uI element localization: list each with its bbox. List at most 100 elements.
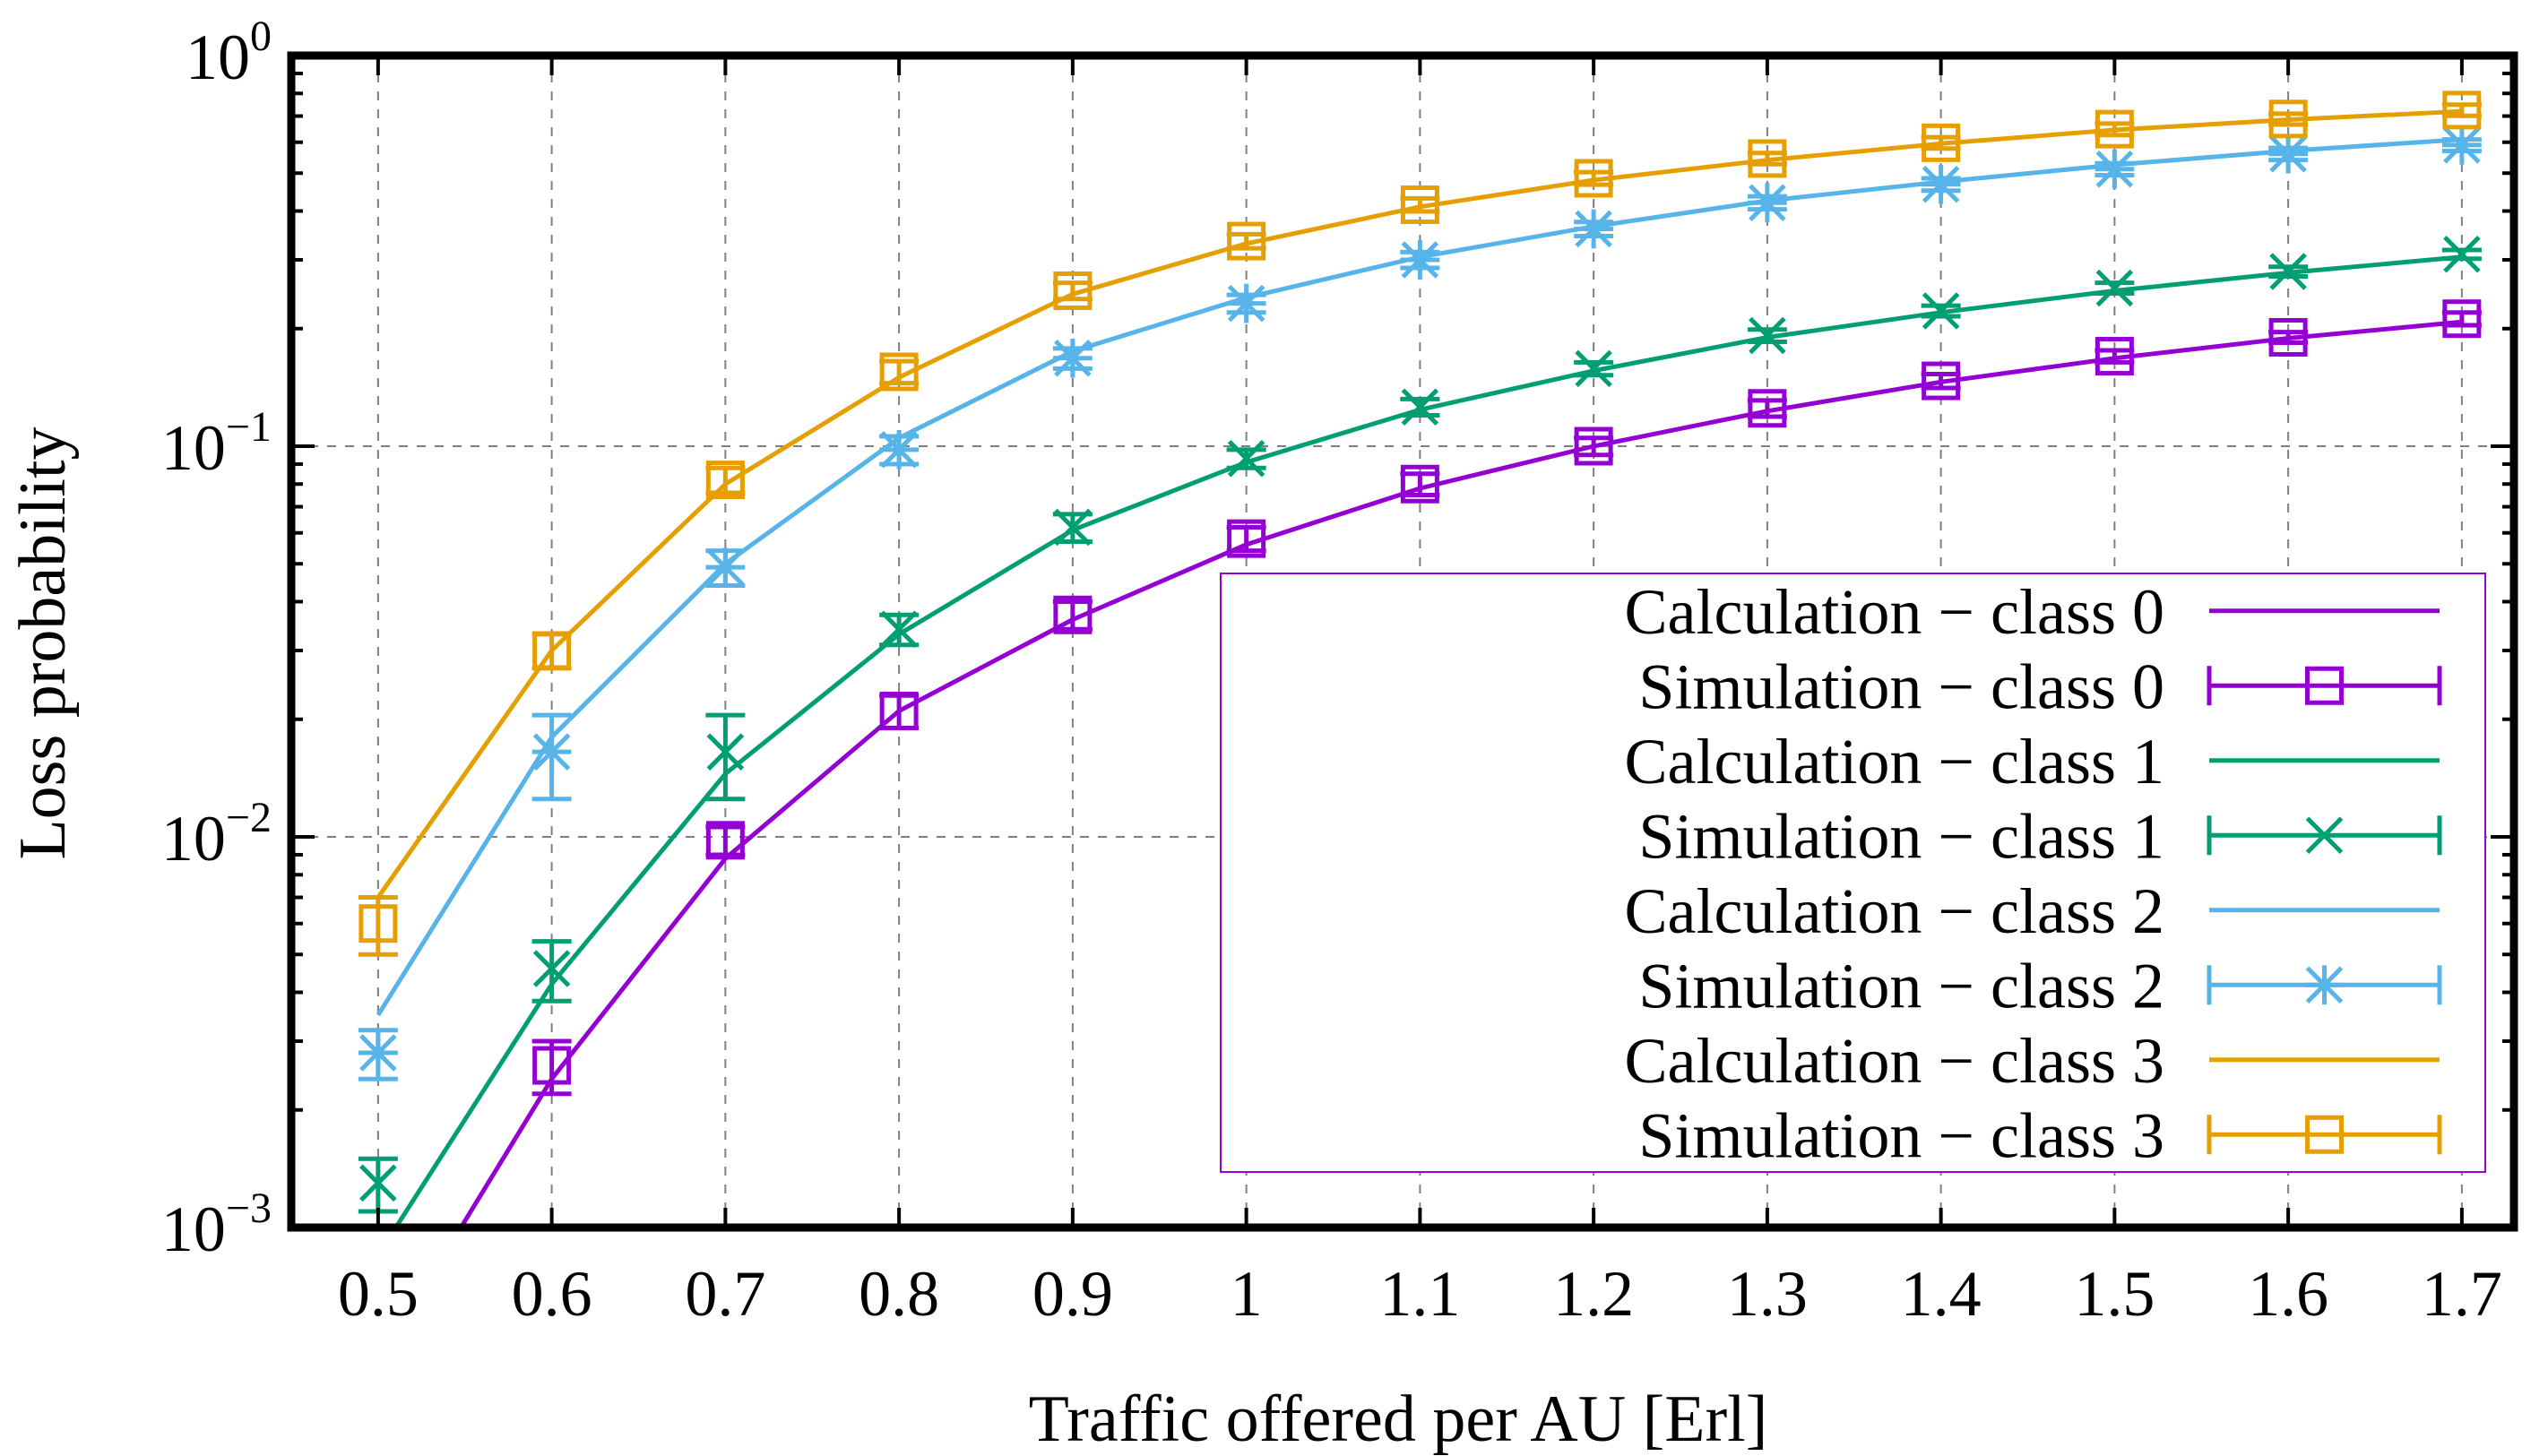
- y-tick-exponent: −1: [226, 403, 272, 451]
- x-tick-label: 1.2: [1553, 1258, 1634, 1330]
- error-bar: [705, 465, 746, 495]
- series-class-0-simulation: [531, 299, 2482, 1097]
- x-marker-stroke: [706, 733, 745, 771]
- square-marker-shape: [1922, 361, 1961, 401]
- square-marker-shape: [879, 692, 919, 731]
- x-marker: [1922, 292, 1960, 330]
- error-bar: [1921, 134, 1961, 151]
- star-marker: [705, 547, 746, 587]
- legend-entry: Calculation − class 2: [1625, 875, 2440, 947]
- square-marker-shape: [2305, 1115, 2344, 1154]
- x-marker-stroke: [2269, 253, 2307, 290]
- x-marker: [706, 733, 745, 771]
- square-marker-shape: [2268, 99, 2308, 139]
- error-bar: [2268, 330, 2309, 346]
- x-tick-label: 1.1: [1379, 1258, 1460, 1330]
- square-marker: [1400, 185, 1439, 225]
- square-marker-shape: [879, 352, 919, 392]
- x-marker: [359, 1164, 397, 1202]
- square-marker-shape: [2095, 109, 2134, 149]
- star-marker: [2304, 965, 2345, 1005]
- legend-entry: Calculation − class 1: [1625, 726, 2440, 797]
- star-marker: [1921, 164, 1961, 204]
- error-bar: [1052, 599, 1093, 632]
- error-bar: [879, 358, 920, 386]
- square-marker: [2268, 99, 2308, 139]
- error-bar: [1921, 371, 1961, 391]
- square-marker-shape: [2268, 317, 2308, 357]
- square-marker-shape: [1748, 139, 1787, 178]
- legend-entry: Simulation − class 2: [1638, 950, 2442, 1021]
- legend-label: Calculation − class 3: [1625, 1025, 2164, 1097]
- legend-label: Simulation − class 0: [1638, 650, 2164, 722]
- square-marker: [1227, 519, 1266, 558]
- x-tick-label: 0.9: [1032, 1258, 1113, 1330]
- x-tick-label: 0.8: [859, 1258, 939, 1330]
- error-bar: [2095, 121, 2135, 138]
- x-axis-label: Traffic offered per AU [Erl]: [1029, 1383, 1768, 1456]
- square-marker: [1922, 361, 1961, 401]
- x-marker: [1749, 316, 1786, 355]
- legend-label: Simulation − class 3: [1638, 1099, 2164, 1171]
- square-marker: [879, 692, 919, 731]
- error-bar: [705, 824, 746, 857]
- x-marker-stroke: [1575, 349, 1612, 388]
- x-marker-stroke: [1054, 508, 1092, 547]
- x-tick-label: 0.5: [338, 1258, 419, 1330]
- error-bar: [1226, 231, 1266, 251]
- square-marker: [879, 352, 919, 392]
- error-bar: [2095, 348, 2135, 365]
- x-marker-stroke: [1401, 388, 1439, 426]
- axes: 0.5 0.6 0.7 0.8 0.9 1 1.1 1.2 1.3 1.4 1.5 1.6 1.7100…: [161, 13, 2518, 1330]
- square-marker-shape: [1053, 271, 1093, 310]
- legend-entry: Calculation − class 3: [1625, 1025, 2440, 1097]
- x-tick-label: 0.6: [512, 1258, 592, 1330]
- x-tick-label: 1: [1231, 1258, 1263, 1330]
- square-marker-shape: [2095, 337, 2134, 376]
- square-marker: [1922, 123, 1961, 162]
- star-marker: [879, 429, 919, 470]
- star-marker: [1400, 240, 1440, 280]
- square-marker-shape: [1748, 389, 1787, 428]
- y-tick-base: 10: [186, 22, 250, 93]
- square-marker: [2268, 317, 2308, 357]
- star-marker: [1226, 283, 1266, 323]
- error-bar: [1400, 471, 1440, 497]
- x-marker: [1227, 439, 1265, 478]
- square-marker-shape: [2442, 299, 2482, 339]
- square-marker: [532, 631, 572, 670]
- square-marker: [2442, 299, 2482, 339]
- error-bar: [2441, 102, 2482, 118]
- x-tick-label: 1.3: [1727, 1258, 1808, 1330]
- y-tick-label: 10−2: [161, 794, 272, 874]
- y-tick-exponent: 0: [250, 13, 272, 60]
- square-marker: [2305, 1115, 2344, 1154]
- x-marker: [880, 610, 918, 649]
- square-marker-shape: [1400, 185, 1439, 225]
- y-tick-exponent: −3: [226, 1185, 272, 1232]
- square-marker: [2095, 109, 2134, 149]
- x-marker: [1054, 508, 1092, 547]
- square-marker: [1053, 595, 1093, 634]
- x-marker-stroke: [2095, 269, 2134, 307]
- square-marker-shape: [1400, 464, 1439, 504]
- error-bar: [1574, 435, 1614, 458]
- square-marker-shape: [1922, 123, 1961, 162]
- error-bar: [1400, 195, 1440, 214]
- square-marker-shape: [1574, 159, 1613, 198]
- error-bar: [1747, 398, 1787, 419]
- square-marker-shape: [532, 631, 572, 670]
- square-marker-shape: [705, 821, 745, 860]
- y-tick-base: 10: [161, 412, 226, 484]
- legend-label: Calculation − class 0: [1625, 576, 2164, 648]
- star-marker: [2095, 149, 2135, 189]
- error-bar: [705, 712, 746, 802]
- legend-label: Simulation − class 2: [1638, 950, 2164, 1021]
- star-marker: [2442, 125, 2482, 165]
- x-marker: [2443, 235, 2481, 273]
- legend-entry: Simulation − class 1: [1638, 800, 2442, 872]
- y-tick-base: 10: [161, 803, 226, 874]
- star-marker: [531, 732, 572, 772]
- square-marker-shape: [2305, 666, 2344, 705]
